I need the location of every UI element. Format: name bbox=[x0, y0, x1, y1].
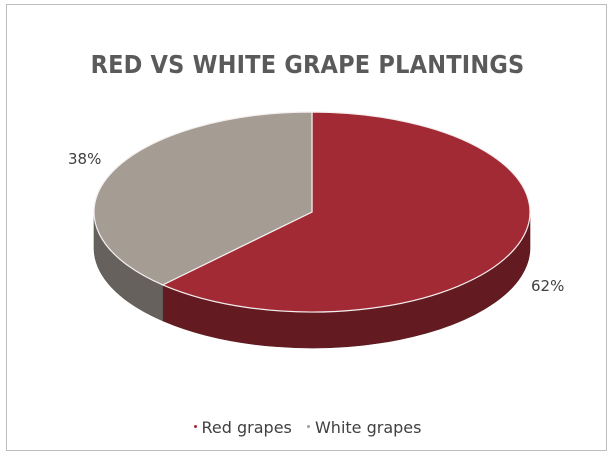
legend-item-white: White grapes bbox=[306, 418, 422, 437]
legend-label-white: White grapes bbox=[314, 418, 422, 437]
pie-slice-white bbox=[93, 111, 313, 286]
legend-item-red: Red grapes bbox=[193, 418, 292, 437]
pie-tops bbox=[93, 111, 531, 313]
data-label-red: 62% bbox=[531, 277, 565, 295]
legend-marker-red bbox=[193, 425, 197, 428]
legend-marker-white bbox=[306, 425, 310, 428]
legend-label-red: Red grapes bbox=[201, 418, 292, 437]
chart-title: RED VS WHITE GRAPE PLANTINGS bbox=[90, 50, 525, 79]
legend: Red grapes White grapes bbox=[0, 418, 615, 437]
pie-slice-red bbox=[161, 111, 531, 313]
data-label-white: 38% bbox=[68, 150, 102, 168]
